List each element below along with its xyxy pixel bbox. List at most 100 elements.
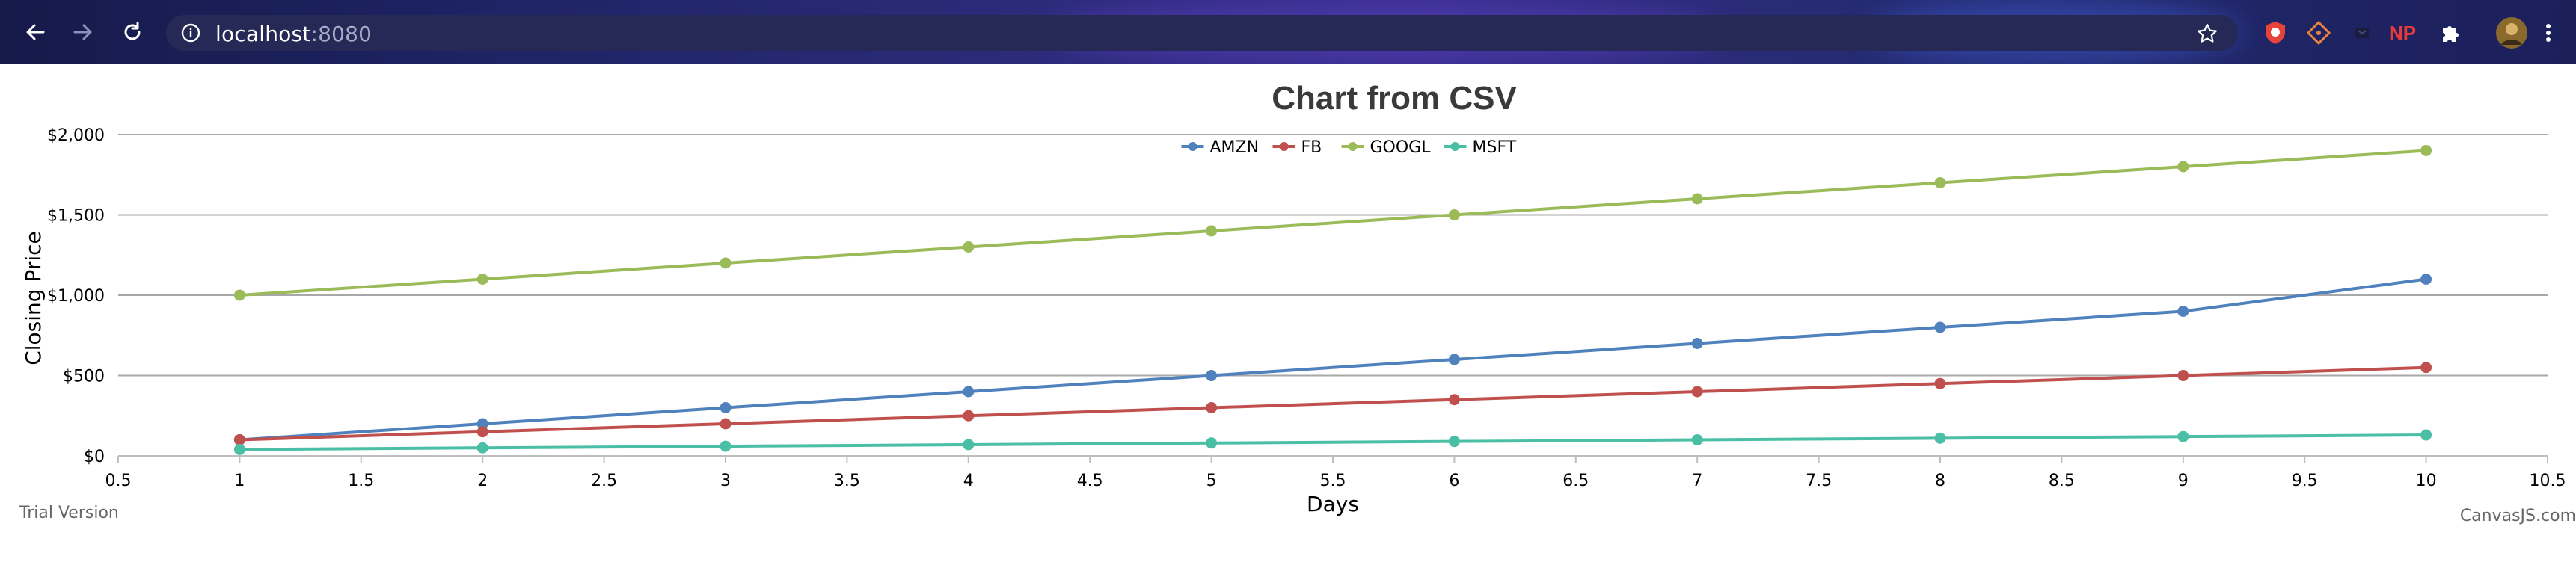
address-bar[interactable]: localhost:8080: [166, 15, 2238, 51]
series-line-fb: [239, 365, 2426, 442]
data-point-msft[interactable]: [963, 439, 975, 451]
canvasjs-credit[interactable]: CanvasJS.com: [2459, 507, 2576, 525]
browser-menu-button[interactable]: [2537, 19, 2560, 46]
extension-diamond-button[interactable]: [2305, 19, 2332, 46]
extension-dark-button[interactable]: [2349, 19, 2376, 46]
legend-label-amzn: AMZN: [1210, 138, 1260, 157]
data-point-fb[interactable]: [1448, 394, 1460, 406]
profile-avatar[interactable]: [2495, 16, 2528, 49]
back-button[interactable]: [19, 16, 51, 48]
x-tick-label: 3: [720, 472, 731, 490]
x-tick-label: 0.5: [105, 472, 132, 490]
data-point-amzn[interactable]: [2420, 274, 2432, 285]
data-point-amzn[interactable]: [720, 402, 732, 413]
data-point-fb[interactable]: [1934, 377, 1946, 389]
legend-label-msft: MSFT: [1473, 138, 1517, 157]
x-tick-label: 3.5: [834, 472, 860, 490]
data-point-msft[interactable]: [1448, 436, 1460, 448]
legend-label-fb: FB: [1301, 138, 1322, 157]
np-icon: NP: [2388, 21, 2417, 44]
data-point-msft[interactable]: [1691, 434, 1703, 445]
extension-shield-button[interactable]: [2262, 19, 2289, 46]
reload-icon: [124, 22, 141, 40]
x-tick-label: 7.5: [1806, 472, 1832, 490]
x-tick-label: 9.5: [2292, 472, 2318, 490]
puzzle-dark-icon: [2355, 28, 2369, 38]
x-tick-label: 1: [234, 472, 245, 490]
x-tick-label: 1.5: [348, 472, 374, 490]
extensions-button[interactable]: [2437, 19, 2464, 46]
legend-marker-fb[interactable]: [1279, 142, 1289, 151]
y-tick-label: $500: [63, 368, 105, 386]
data-point-msft[interactable]: [2177, 430, 2189, 442]
data-point-fb[interactable]: [1206, 402, 1218, 413]
data-point-fb[interactable]: [2420, 362, 2432, 374]
data-point-amzn[interactable]: [1691, 338, 1703, 349]
x-tick-label: 2.5: [591, 472, 617, 490]
legend-marker-amzn[interactable]: [1188, 142, 1197, 151]
data-point-googl[interactable]: [720, 257, 732, 269]
data-point-fb[interactable]: [963, 410, 975, 422]
x-tick-label: 10.5: [2530, 472, 2566, 490]
x-tick-label: 6.5: [1563, 472, 1589, 490]
data-point-msft[interactable]: [1206, 437, 1218, 449]
reload-button[interactable]: [117, 16, 148, 48]
chart-title: Chart from CSV: [1272, 80, 1517, 117]
data-point-msft[interactable]: [476, 442, 488, 454]
data-point-googl[interactable]: [1691, 193, 1703, 205]
info-icon[interactable]: [181, 23, 200, 43]
legend-label-googl: GOOGL: [1370, 138, 1432, 157]
data-point-amzn[interactable]: [1934, 321, 1946, 333]
data-point-amzn[interactable]: [963, 386, 975, 398]
x-tick-label: 5: [1206, 472, 1217, 490]
url-port: :8080: [310, 22, 372, 46]
legend-marker-msft[interactable]: [1450, 142, 1460, 151]
git-diamond-icon: [2306, 20, 2331, 46]
data-point-amzn[interactable]: [1448, 354, 1460, 365]
url-text[interactable]: localhost:8080: [215, 22, 372, 46]
data-point-msft[interactable]: [233, 443, 245, 455]
data-point-googl[interactable]: [476, 274, 488, 285]
series-line-googl: [239, 149, 2426, 297]
trial-version-label: Trial Version: [19, 504, 119, 522]
data-point-googl[interactable]: [2420, 145, 2432, 156]
data-point-amzn[interactable]: [1206, 370, 1218, 381]
chart-container: Chart from CSV $0 $500 $1,000 $1,500 $2,000 0.…: [0, 64, 2576, 574]
more-vertical-icon: [2546, 24, 2551, 42]
avatar-icon: [2496, 17, 2527, 49]
url-host: localhost: [215, 22, 311, 46]
series-line-msft: [239, 433, 2426, 451]
data-point-amzn[interactable]: [476, 418, 488, 430]
data-point-fb[interactable]: [476, 426, 488, 438]
data-point-fb[interactable]: [720, 418, 732, 430]
data-point-googl[interactable]: [233, 289, 245, 301]
arrow-left-icon: [26, 24, 45, 40]
y-tick-label: $1,500: [47, 207, 105, 226]
data-point-googl[interactable]: [2177, 161, 2189, 173]
legend-marker-googl[interactable]: [1348, 142, 1358, 151]
data-point-msft[interactable]: [2420, 429, 2432, 441]
y-tick-label: $1,000: [47, 287, 105, 306]
y-tick-label: $0: [84, 448, 105, 466]
data-point-amzn[interactable]: [2177, 306, 2189, 317]
data-point-msft[interactable]: [1934, 432, 1946, 444]
data-point-fb[interactable]: [2177, 370, 2189, 381]
x-tick-label: 6: [1449, 472, 1459, 490]
y-axis-title: Closing Price: [21, 231, 46, 365]
data-point-msft[interactable]: [720, 440, 732, 452]
data-point-googl[interactable]: [1448, 209, 1460, 220]
data-point-googl[interactable]: [1206, 225, 1218, 237]
y-tick-label: $2,000: [47, 126, 105, 145]
data-point-fb[interactable]: [1691, 386, 1703, 398]
arrow-right-icon: [73, 24, 92, 40]
puzzle-icon: [2443, 26, 2459, 42]
star-icon[interactable]: [2196, 22, 2218, 45]
x-tick-label: 9: [2178, 472, 2189, 490]
data-point-googl[interactable]: [1934, 177, 1946, 188]
forward-button[interactable]: [67, 16, 99, 48]
line-chart: Chart from CSV $0 $500 $1,000 $1,500 $2,000 0.…: [21, 80, 2566, 516]
extension-np-button[interactable]: NP: [2389, 19, 2416, 46]
data-point-fb[interactable]: [233, 434, 245, 445]
data-point-googl[interactable]: [963, 241, 975, 253]
x-axis-title: Days: [1307, 492, 1359, 516]
